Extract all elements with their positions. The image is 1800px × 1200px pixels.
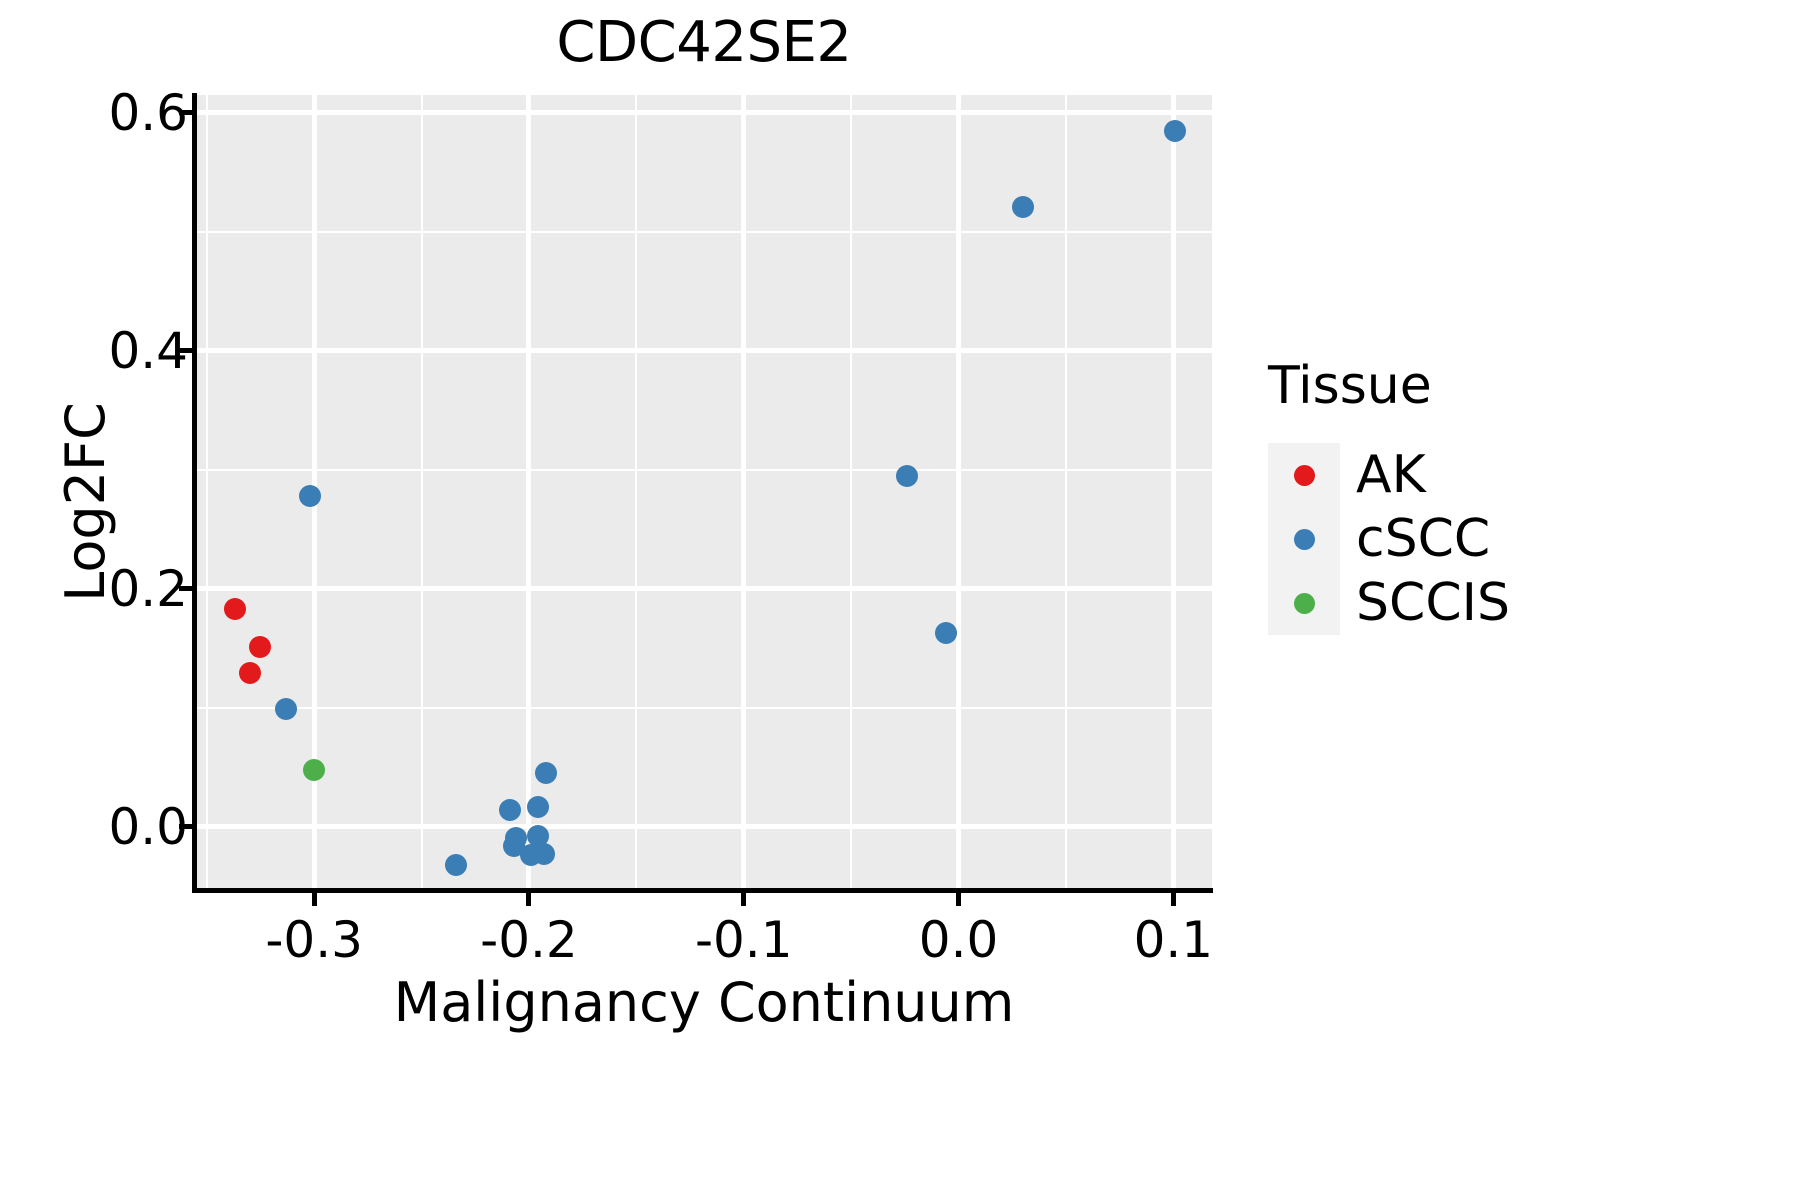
data-point-cscc: [934, 621, 957, 644]
data-point-ak: [249, 636, 272, 659]
y-tick-mark: [179, 824, 192, 830]
data-point-sccis: [303, 758, 326, 781]
x-tick-mark: [311, 893, 317, 906]
y-tick-label: 0.0: [108, 797, 188, 856]
gridline-minor-horizontal: [196, 706, 1212, 709]
legend-swatch-icon: [1294, 593, 1315, 614]
data-point-cscc: [526, 825, 549, 848]
legend-swatch-icon: [1294, 465, 1315, 486]
y-tick-label: 0.2: [108, 559, 188, 618]
data-point-cscc: [498, 799, 521, 822]
data-point-cscc: [526, 795, 549, 818]
x-axis-title: Malignancy Continuum: [393, 971, 1015, 1034]
legend-swatch-icon: [1294, 529, 1315, 550]
data-point-cscc: [298, 485, 321, 508]
x-tick-mark: [956, 893, 962, 906]
x-tick-label: 0.1: [1133, 911, 1214, 969]
x-tick-label: -0.1: [694, 911, 793, 969]
x-tick-mark: [1170, 893, 1176, 906]
plot-panel: [196, 95, 1212, 890]
page-title: CDC42SE2: [556, 10, 852, 75]
legend-label-sccis: SCCIS: [1356, 573, 1510, 633]
gridline-minor-vertical: [1064, 95, 1067, 890]
y-tick-mark: [179, 110, 192, 116]
gridline-minor-vertical: [420, 95, 423, 890]
gridline-minor-vertical: [850, 95, 853, 890]
data-point-ak: [238, 662, 261, 685]
data-point-cscc: [1164, 119, 1187, 142]
data-point-cscc: [275, 698, 298, 721]
x-tick-mark: [741, 893, 747, 906]
x-tick-label: 0.0: [918, 911, 999, 969]
legend-key-column: [1268, 443, 1340, 635]
data-point-cscc: [1011, 195, 1034, 218]
y-tick-label: 0.6: [108, 83, 188, 142]
y-tick-mark: [179, 348, 192, 354]
x-tick-label: -0.3: [265, 911, 363, 969]
legend-title: Tissue: [1268, 356, 1432, 416]
legend-key-cscc[interactable]: [1268, 507, 1340, 571]
gridline-major-vertical: [526, 95, 532, 890]
data-point-ak: [223, 598, 246, 621]
data-point-cscc: [532, 843, 555, 866]
y-tick-label: 0.4: [108, 321, 188, 380]
data-point-cscc: [535, 762, 558, 785]
y-axis-title: Log2FC: [54, 402, 117, 602]
legend-label-cscc: cSCC: [1356, 509, 1491, 569]
data-point-cscc: [502, 834, 525, 857]
gridline-major-horizontal: [196, 824, 1212, 830]
gridline-major-horizontal: [196, 110, 1212, 116]
legend-label-ak: AK: [1356, 445, 1426, 505]
data-point-cscc: [444, 854, 467, 876]
gridline-minor-horizontal: [196, 230, 1212, 233]
data-point-cscc: [895, 464, 918, 487]
gridline-minor-vertical: [205, 95, 208, 890]
gridline-minor-vertical: [635, 95, 638, 890]
gridline-major-vertical: [1170, 95, 1176, 890]
x-tick-mark: [526, 893, 532, 906]
gridline-major-horizontal: [196, 348, 1212, 354]
y-tick-mark: [179, 586, 192, 592]
gridline-major-vertical: [956, 95, 962, 890]
legend-key-ak[interactable]: [1268, 443, 1340, 507]
gridline-major-horizontal: [196, 586, 1212, 592]
x-axis-line: [192, 888, 1213, 893]
gridline-major-vertical: [741, 95, 747, 890]
legend-key-sccis[interactable]: [1268, 571, 1340, 635]
gridline-minor-horizontal: [196, 468, 1212, 471]
x-tick-label: -0.2: [480, 911, 578, 969]
y-axis-line: [192, 93, 197, 892]
